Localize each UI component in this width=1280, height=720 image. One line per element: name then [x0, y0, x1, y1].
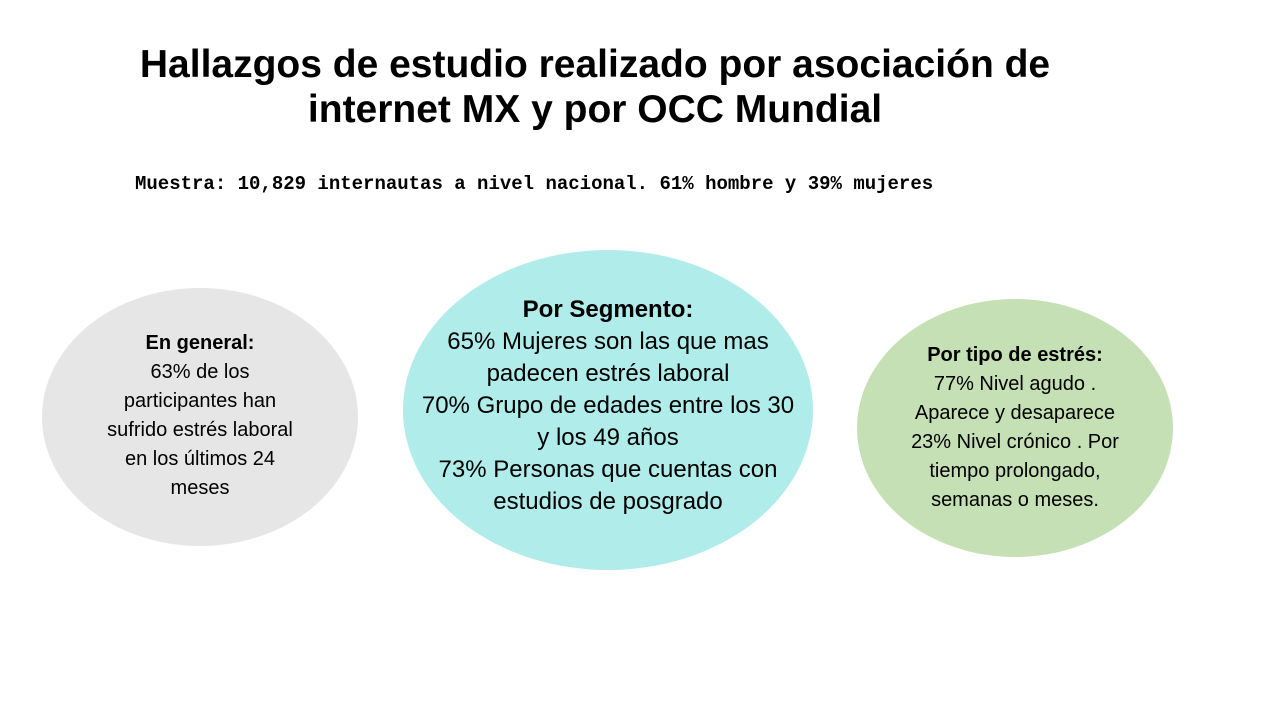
segment-findings-heading: Por Segmento:	[522, 296, 694, 323]
general-findings-line: 63% de los	[150, 361, 250, 383]
stress-type-line: 77% Nivel agudo .	[933, 373, 1097, 395]
general-findings-line: participantes han	[123, 390, 277, 412]
stress-type-heading: Por tipo de estrés:	[927, 344, 1103, 366]
stress-type-line: semanas o meses.	[931, 489, 1099, 511]
stress-type-line: 23% Nivel crónico . Por	[911, 431, 1119, 453]
segment-findings-line: padecen estrés laboral	[486, 360, 730, 387]
segment-findings-line: estudios de posgrado	[493, 488, 723, 515]
segment-findings-line: 73% Personas que cuentas con	[438, 456, 778, 483]
sample-note: Muestra: 10,829 internautas a nivel naci…	[135, 173, 934, 195]
general-findings-line: meses	[170, 477, 230, 499]
stress-type-line: Aparece y desaparece	[914, 402, 1116, 424]
general-findings-line: sufrido estrés laboral	[107, 419, 293, 441]
segment-findings-line: 65% Mujeres son las que mas	[447, 328, 769, 355]
general-findings-circle: En general: 63% de los participantes han…	[42, 288, 358, 546]
general-findings-line: en los últimos 24	[124, 448, 276, 470]
stress-type-line: tiempo prolongado,	[929, 460, 1101, 482]
slide-title-line-2: internet MX y por OCC Mundial	[307, 88, 883, 131]
segment-findings-line: 70% Grupo de edades entre los 30	[421, 392, 795, 419]
slide-title: Hallazgos de estudio realizado por asoci…	[40, 42, 1150, 132]
general-findings-heading: En general:	[145, 332, 255, 354]
stress-type-circle: Por tipo de estrés: 77% Nivel agudo . Ap…	[857, 299, 1173, 557]
segment-findings-circle: Por Segmento: 65% Mujeres son las que ma…	[403, 250, 813, 570]
segment-findings-line: y los 49 años	[537, 424, 679, 451]
slide-title-line-1: Hallazgos de estudio realizado por asoci…	[139, 43, 1051, 86]
